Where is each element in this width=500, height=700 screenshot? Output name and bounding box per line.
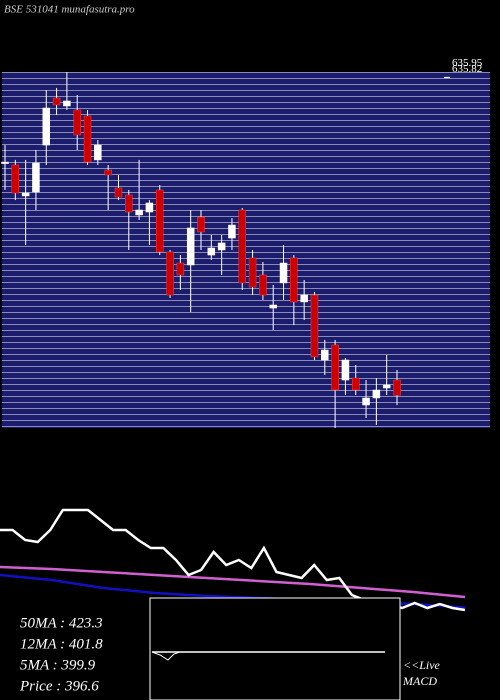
candle-body [269,304,277,309]
candle-body [321,349,329,361]
candle-body [331,344,339,391]
candle-body [166,251,174,296]
candle-body [351,377,360,391]
candle-body [279,262,288,284]
macd-line [151,651,181,661]
chart-title: BSE 531041 munafasutra.pro [4,4,135,16]
candle-body [145,202,154,213]
y-tick-label: 635.95 [452,57,483,69]
line-series [0,508,466,612]
line-series [0,565,466,599]
candle-body [393,379,401,396]
candle-body [155,189,164,253]
candle-body [197,216,205,233]
candle-body [94,144,102,161]
candle-body [42,107,51,146]
candle-body [11,164,20,194]
candle-body [217,242,226,251]
candle-body [104,169,112,176]
candle-body [63,100,71,107]
y-tick-label: 635.82 [452,63,482,75]
candle-body [362,397,370,406]
candle-body [300,294,308,303]
candle-body [52,97,61,106]
macd-box [149,597,401,700]
info-label: 50MA : 423.3 [20,615,103,631]
candle-body [83,115,92,163]
candle-body [310,294,319,358]
candle-body [372,389,381,399]
candle-body [1,161,9,164]
candle-body [382,384,391,389]
candle-body [248,257,257,288]
candle-body [73,109,81,136]
candle-body [228,224,236,239]
candle-body [135,209,143,216]
candle-body [114,187,123,198]
info-label: Price : 396.6 [19,678,99,694]
candle-body [207,247,216,256]
live-label: <<Live [403,658,441,672]
candle-body [186,227,195,266]
candle-body [176,262,185,276]
candle-body [341,359,350,381]
candle-body [259,274,267,296]
candle-body [21,192,30,197]
candle-body [32,162,40,193]
info-label: 12MA : 401.8 [20,636,103,652]
candle-body [125,194,133,213]
candle-body [290,257,298,303]
info-label: 5MA : 399.9 [20,657,96,673]
candle-body [238,209,247,284]
macd-label: MACD [402,674,437,688]
